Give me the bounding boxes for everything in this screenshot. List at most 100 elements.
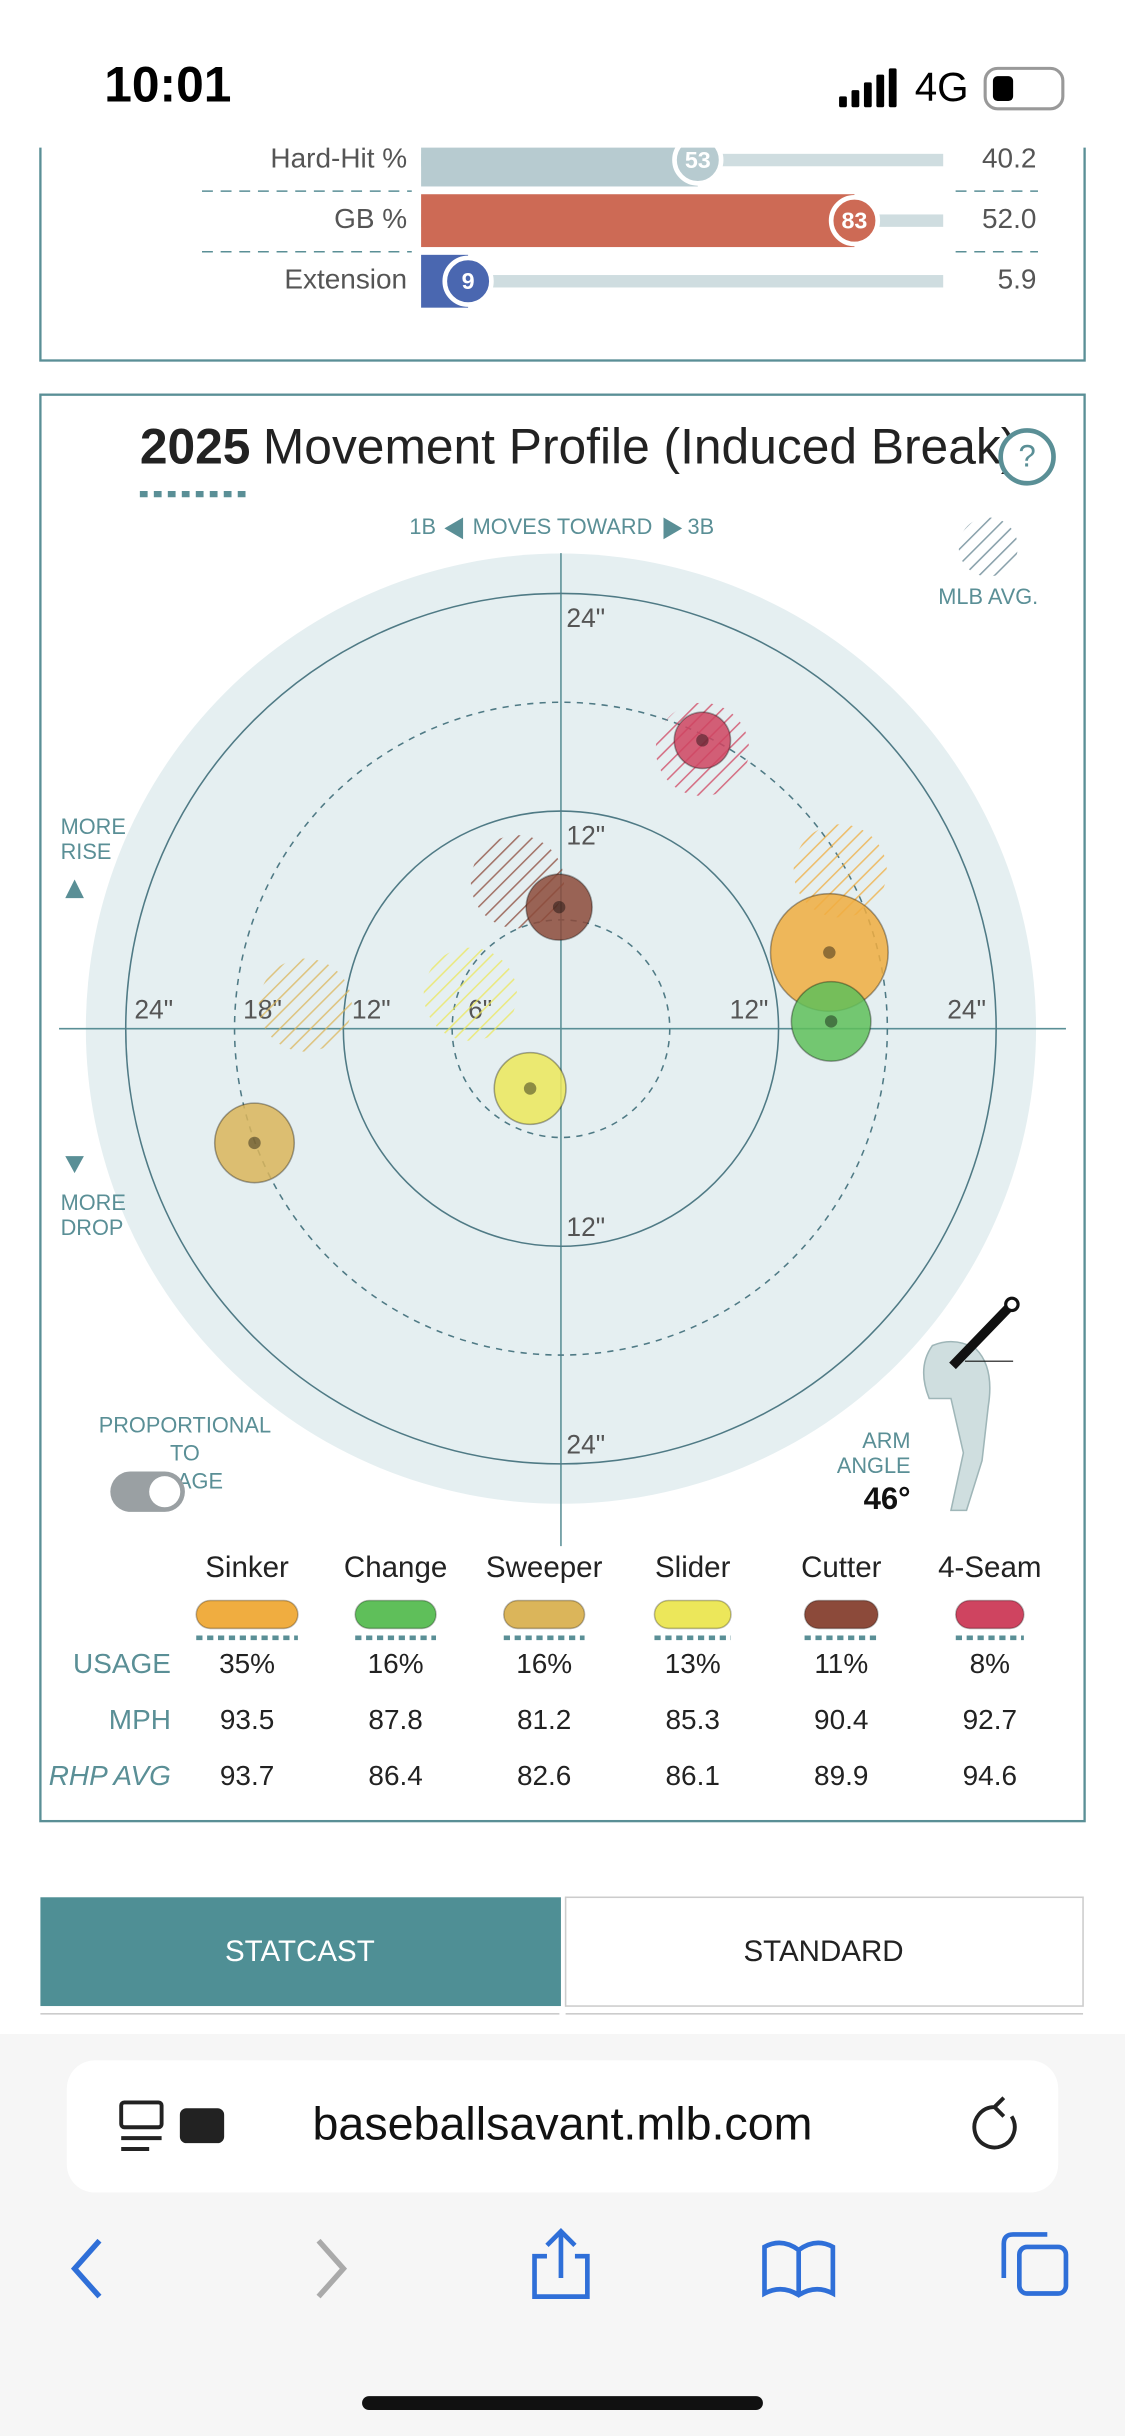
movement-box xyxy=(39,393,1086,1823)
ring-label: 24" xyxy=(947,995,986,1025)
table-cell: 8% xyxy=(970,1648,1010,1679)
reload-button[interactable] xyxy=(972,2096,1017,2150)
direction-left: 1B xyxy=(409,514,436,539)
pitch-name: Sweeper xyxy=(486,1551,603,1584)
home-indicator xyxy=(362,2396,763,2411)
direction-text: MOVES TOWARD xyxy=(473,514,653,539)
direction-right: 3B xyxy=(687,514,714,539)
pitch-center xyxy=(824,1015,838,1028)
signal-icon xyxy=(839,68,897,108)
table-cell: 90.4 xyxy=(814,1704,868,1735)
arrow-left xyxy=(444,517,464,540)
mlb-avg-circle xyxy=(793,824,887,918)
legend-avg-label: MLB AVG. xyxy=(938,584,1038,609)
ring-label: 12" xyxy=(352,995,391,1025)
share-button[interactable] xyxy=(532,2228,590,2299)
stat-value: 5.9 xyxy=(998,264,1037,295)
url-field[interactable] xyxy=(66,2060,1059,2193)
table-cell: 13% xyxy=(665,1648,721,1679)
reader-icon[interactable] xyxy=(119,2100,225,2151)
title: Movement Profile (Induced Break) xyxy=(263,419,1017,475)
pitch-circle xyxy=(673,711,732,770)
tab-label: STANDARD xyxy=(743,1935,903,1968)
row-label: MPH xyxy=(109,1704,171,1735)
battery xyxy=(983,66,1065,111)
arm-angle-line xyxy=(949,1301,1016,1370)
pitch-center xyxy=(552,900,566,914)
pitch-center xyxy=(248,1136,261,1150)
pitch-swatch xyxy=(354,1599,437,1630)
arm-angle-value: 46° xyxy=(864,1481,911,1516)
table-cell: 85.3 xyxy=(666,1704,720,1735)
pitch-name: Change xyxy=(344,1551,447,1584)
row-label: RHP AVG xyxy=(49,1760,171,1791)
side-label: MORE DROP xyxy=(61,1190,126,1240)
title-year: 2025 Movement Profile (Induced Break) xyxy=(140,419,1017,475)
pitch-center xyxy=(523,1082,537,1095)
table-cell: 35% xyxy=(219,1648,275,1679)
stat-label: GB % xyxy=(334,203,407,234)
table-cell: 82.6 xyxy=(517,1760,571,1791)
pitch-circle xyxy=(213,1102,296,1184)
table-cell: 89.9 xyxy=(814,1760,868,1791)
movement-profile: 2025 Movement Profile (Induced Break) ? 1B M… xyxy=(49,419,1066,1791)
arrow-right xyxy=(663,517,683,540)
percentile-dot xyxy=(442,255,494,307)
pitch-circle xyxy=(525,873,593,941)
ring xyxy=(124,592,997,1465)
ring-label: 12" xyxy=(566,1212,605,1242)
table-cell: 87.8 xyxy=(368,1704,422,1735)
ring-label: 12" xyxy=(730,995,769,1025)
percentile-label: 83 xyxy=(841,207,867,233)
stat-label: Extension xyxy=(284,264,407,295)
table-cell: 94.6 xyxy=(963,1760,1017,1791)
table-cell: 16% xyxy=(368,1648,424,1679)
ring-label: 24" xyxy=(566,1430,605,1460)
toggle-knob xyxy=(149,1476,181,1508)
pitch-swatch xyxy=(195,1599,299,1630)
back-button[interactable] xyxy=(70,2238,102,2299)
clock: 10:01 xyxy=(104,57,231,113)
legend-avg-swatch xyxy=(958,517,1018,577)
table-cell: 16% xyxy=(516,1648,572,1679)
percentile-bar xyxy=(421,194,855,248)
bar-track xyxy=(421,275,944,288)
ring-label: 24" xyxy=(566,603,605,633)
forward-button[interactable] xyxy=(316,2238,348,2299)
tabs-button[interactable] xyxy=(1001,2232,1069,2296)
pitch-swatch xyxy=(502,1599,586,1630)
network: 4G xyxy=(915,64,969,110)
percentile-dot xyxy=(828,195,881,247)
side-label: ARM ANGLE xyxy=(837,1428,911,1478)
pitch-name: 4-Seam xyxy=(938,1551,1041,1584)
pitch-swatch xyxy=(653,1599,732,1630)
stat-value: 52.0 xyxy=(982,203,1036,234)
pitch-circle xyxy=(493,1051,567,1126)
pitch-name: Sinker xyxy=(205,1551,289,1584)
pitch-circle xyxy=(790,980,872,1062)
table-cell: 86.1 xyxy=(666,1760,720,1791)
table-cell: 92.7 xyxy=(963,1704,1017,1735)
bookmarks-button[interactable] xyxy=(762,2240,836,2298)
drop-arrow xyxy=(65,1156,84,1174)
battery-level xyxy=(992,76,1014,102)
tab-statcast[interactable] xyxy=(40,1897,561,2007)
pitch-swatch xyxy=(955,1599,1025,1630)
year: 2025 xyxy=(140,419,251,475)
table-cell: 81.2 xyxy=(517,1704,571,1735)
ring-label: 24" xyxy=(134,995,173,1025)
percentile-label: 53 xyxy=(685,147,711,173)
percentile-label: 9 xyxy=(462,268,475,294)
pitch-swatch xyxy=(803,1599,879,1630)
table-cell: 86.4 xyxy=(368,1760,422,1791)
pitch-center xyxy=(823,946,836,959)
help-label: ? xyxy=(1018,439,1035,474)
tab-standard[interactable] xyxy=(564,1896,1084,2007)
tab-label: STATCAST xyxy=(225,1935,375,1968)
help-button[interactable] xyxy=(998,428,1056,486)
pitcher-figure xyxy=(922,1340,991,1512)
row-label: USAGE xyxy=(73,1648,171,1679)
